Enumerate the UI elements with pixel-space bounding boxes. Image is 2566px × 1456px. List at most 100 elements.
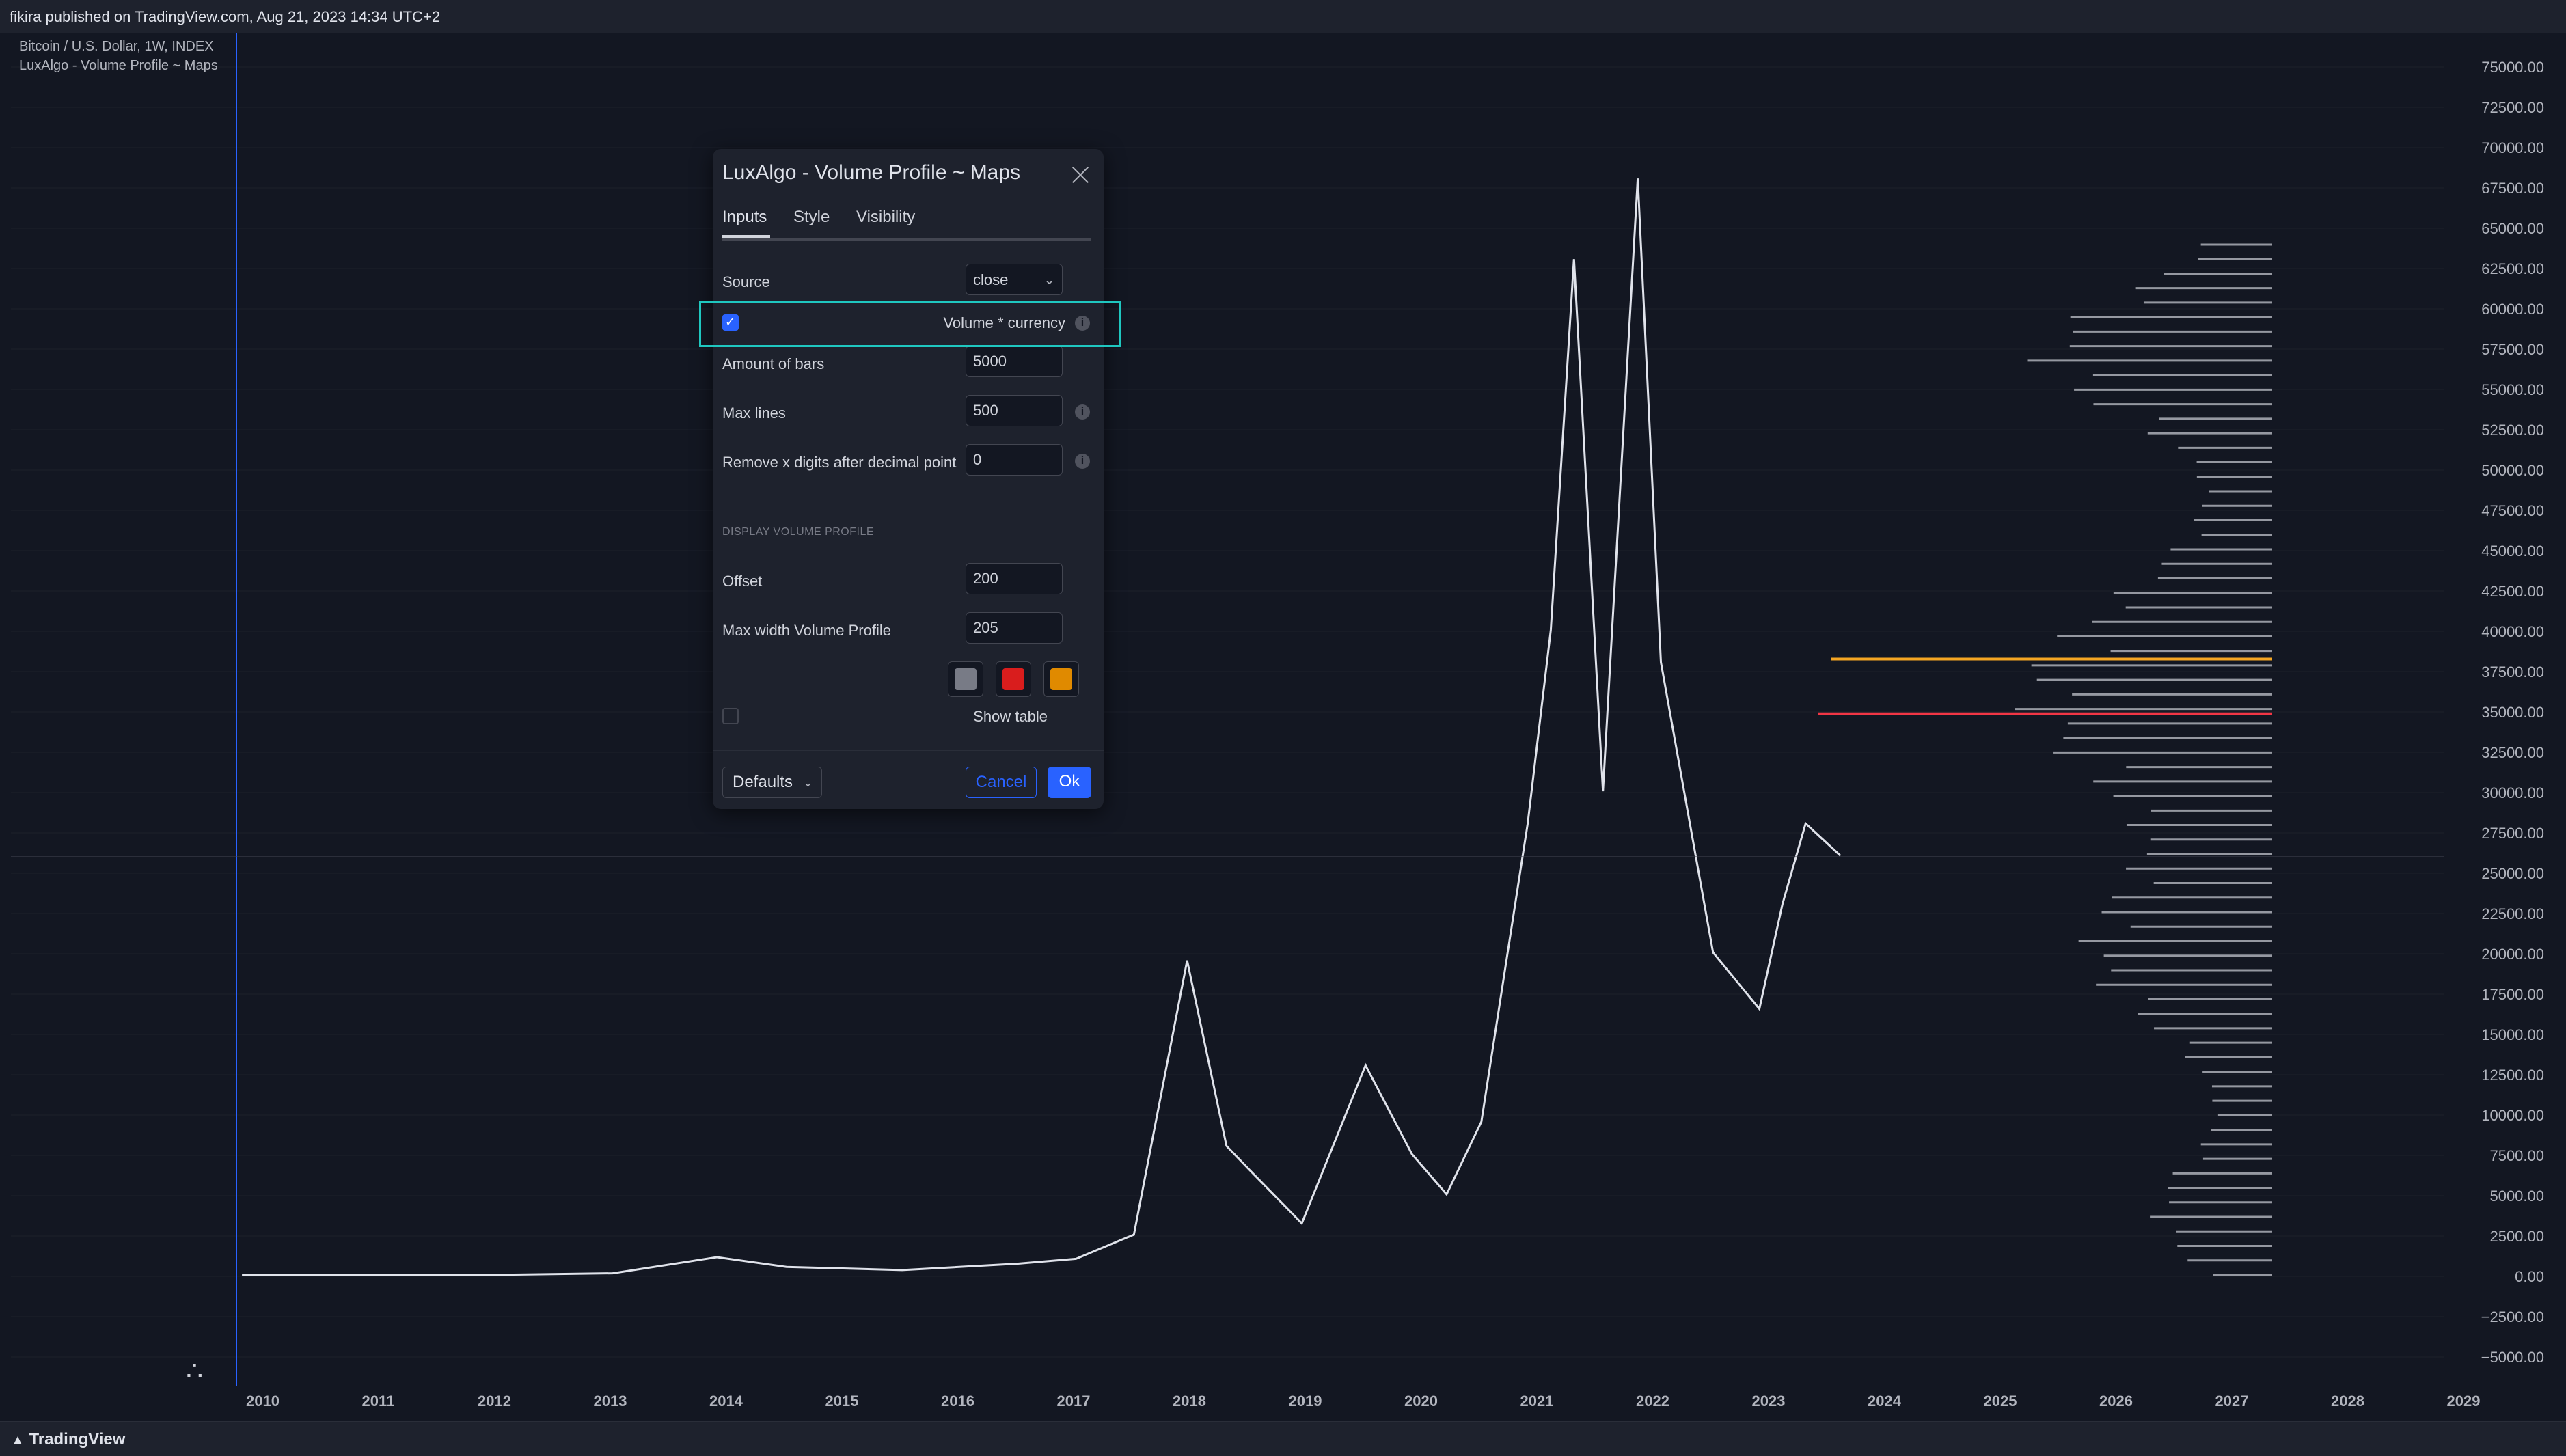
year-tick-label: 2017: [1056, 1392, 1091, 1410]
year-tick-label: 2028: [2331, 1392, 2364, 1410]
year-tick-label: 2019: [1288, 1392, 1322, 1410]
price-tick-label: 25000.00: [2481, 865, 2544, 882]
active-tab-indicator: [722, 235, 770, 238]
year-tick-label: 2023: [1751, 1392, 1786, 1410]
drawing-tool-icon[interactable]: ∴: [186, 1356, 204, 1386]
year-tick-label: 2020: [1404, 1392, 1438, 1410]
max-width-label: Max width Volume Profile: [722, 622, 891, 639]
price-tick-label: 12500.00: [2481, 1067, 2544, 1084]
price-tick-label: 7500.00: [2489, 1147, 2544, 1164]
price-tick-label: 35000.00: [2481, 704, 2544, 721]
defaults-button[interactable]: Defaults ⌄: [722, 767, 822, 798]
info-icon[interactable]: i: [1075, 454, 1090, 469]
symbol-title[interactable]: Bitcoin / U.S. Dollar, 1W, INDEX: [19, 39, 214, 54]
year-tick-label: 2012: [478, 1392, 511, 1410]
publish-info: fikira published on TradingView.com, Aug…: [10, 8, 441, 25]
ok-button[interactable]: Ok: [1048, 767, 1091, 798]
year-tick-label: 2021: [1520, 1392, 1554, 1410]
show-table-label: Show table: [973, 708, 1048, 725]
tradingview-logo-icon: ▲: [11, 1433, 25, 1448]
chevron-down-icon: ⌄: [802, 775, 813, 789]
year-tick-label: 2018: [1173, 1392, 1206, 1410]
amount-of-bars-input[interactable]: [966, 346, 1063, 377]
max-width-input[interactable]: [966, 612, 1063, 644]
price-tick-label: 57500.00: [2481, 341, 2544, 358]
tab-visibility[interactable]: Visibility: [856, 208, 916, 226]
price-tick-label: 42500.00: [2481, 583, 2544, 600]
show-table-checkbox[interactable]: [722, 708, 739, 724]
max-lines-label: Max lines: [722, 404, 786, 422]
source-select[interactable]: close ⌄: [966, 264, 1063, 295]
year-tick-label: 2011: [361, 1392, 395, 1410]
info-icon[interactable]: i: [1075, 404, 1090, 420]
price-series-line: [242, 178, 1842, 1276]
dialog-title: LuxAlgo - Volume Profile ~ Maps: [722, 161, 1021, 184]
year-tick-label: 2010: [246, 1392, 279, 1410]
year-tick-label: 2024: [1868, 1392, 1901, 1410]
year-tick-label: 2025: [1983, 1392, 2017, 1410]
price-tick-label: 10000.00: [2481, 1107, 2544, 1124]
year-tick-label: 2022: [1636, 1392, 1669, 1410]
price-tick-label: 55000.00: [2481, 381, 2544, 398]
section-display-volume-profile: DISPLAY VOLUME PROFILE: [722, 526, 875, 538]
price-tick-label: 67500.00: [2481, 180, 2544, 197]
remove-digits-label: Remove x digits after decimal point: [722, 454, 957, 471]
max-lines-input[interactable]: [966, 395, 1063, 426]
year-tick-label: 2016: [941, 1392, 974, 1410]
price-tick-label: 37500.00: [2481, 663, 2544, 681]
price-tick-label: 27500.00: [2481, 825, 2544, 842]
chart-legend: Bitcoin / U.S. Dollar, 1W, INDEX LuxAlgo…: [19, 37, 218, 75]
dialog-footer-divider: [713, 750, 1104, 751]
price-tick-label: 2500.00: [2489, 1228, 2544, 1245]
price-tick-label: 5000.00: [2489, 1187, 2544, 1205]
color-swatch-red[interactable]: [996, 661, 1031, 697]
tab-inputs[interactable]: Inputs: [722, 208, 767, 226]
price-tick-label: 40000.00: [2481, 623, 2544, 640]
price-tick-label: 17500.00: [2481, 986, 2544, 1003]
swatch-fill: [1002, 668, 1024, 690]
price-tick-label: 47500.00: [2481, 502, 2544, 519]
close-icon[interactable]: [1067, 161, 1094, 189]
offset-label: Offset: [722, 573, 763, 590]
price-tick-label: 0.00: [2515, 1268, 2544, 1285]
price-tick-label: 15000.00: [2481, 1026, 2544, 1043]
highlight-box: [699, 301, 1121, 347]
amount-of-bars-label: Amount of bars: [722, 355, 825, 372]
year-tick-label: 2014: [709, 1392, 743, 1410]
chevron-down-icon: ⌄: [1043, 273, 1055, 288]
price-tick-label: 70000.00: [2481, 139, 2544, 156]
cancel-button[interactable]: Cancel: [966, 767, 1037, 798]
price-tick-label: 52500.00: [2481, 422, 2544, 439]
year-tick-label: 2029: [2446, 1392, 2481, 1410]
dialog-tabs: Inputs Style Visibility: [722, 208, 1091, 241]
color-swatch-gray[interactable]: [948, 661, 983, 697]
remove-digits-input[interactable]: [966, 444, 1063, 476]
publish-header: fikira published on TradingView.com, Aug…: [0, 0, 2566, 33]
price-tick-label: −2500.00: [2481, 1308, 2544, 1325]
swatch-fill: [955, 668, 977, 690]
price-tick-label: 75000.00: [2481, 59, 2544, 76]
price-tick-label: 45000.00: [2481, 542, 2544, 560]
tab-style[interactable]: Style: [793, 208, 830, 226]
info-icon[interactable]: i: [1075, 316, 1090, 331]
color-swatch-orange[interactable]: [1043, 661, 1079, 697]
tradingview-logo[interactable]: ▲ TradingView: [11, 1430, 125, 1449]
price-tick-label: 65000.00: [2481, 220, 2544, 237]
year-tick-label: 2013: [593, 1392, 627, 1410]
price-chart[interactable]: [11, 33, 2553, 1420]
price-tick-label: 32500.00: [2481, 744, 2544, 761]
check-icon: ✓: [725, 315, 736, 329]
year-tick-label: 2027: [2215, 1392, 2249, 1410]
offset-input[interactable]: [966, 563, 1063, 594]
price-tick-label: 30000.00: [2481, 784, 2544, 801]
footer-brand: TradingView: [29, 1430, 126, 1448]
footer-bar: ▲ TradingView: [0, 1421, 2566, 1456]
price-tick-label: 72500.00: [2481, 99, 2544, 116]
price-tick-label: 20000.00: [2481, 946, 2544, 963]
price-tick-label: 60000.00: [2481, 301, 2544, 318]
year-tick-label: 2026: [2099, 1392, 2133, 1410]
chart-area[interactable]: [11, 33, 2553, 1420]
indicator-title[interactable]: LuxAlgo - Volume Profile ~ Maps: [19, 58, 218, 73]
volume-currency-checkbox[interactable]: ✓: [722, 314, 739, 331]
year-tick-label: 2015: [825, 1392, 859, 1410]
